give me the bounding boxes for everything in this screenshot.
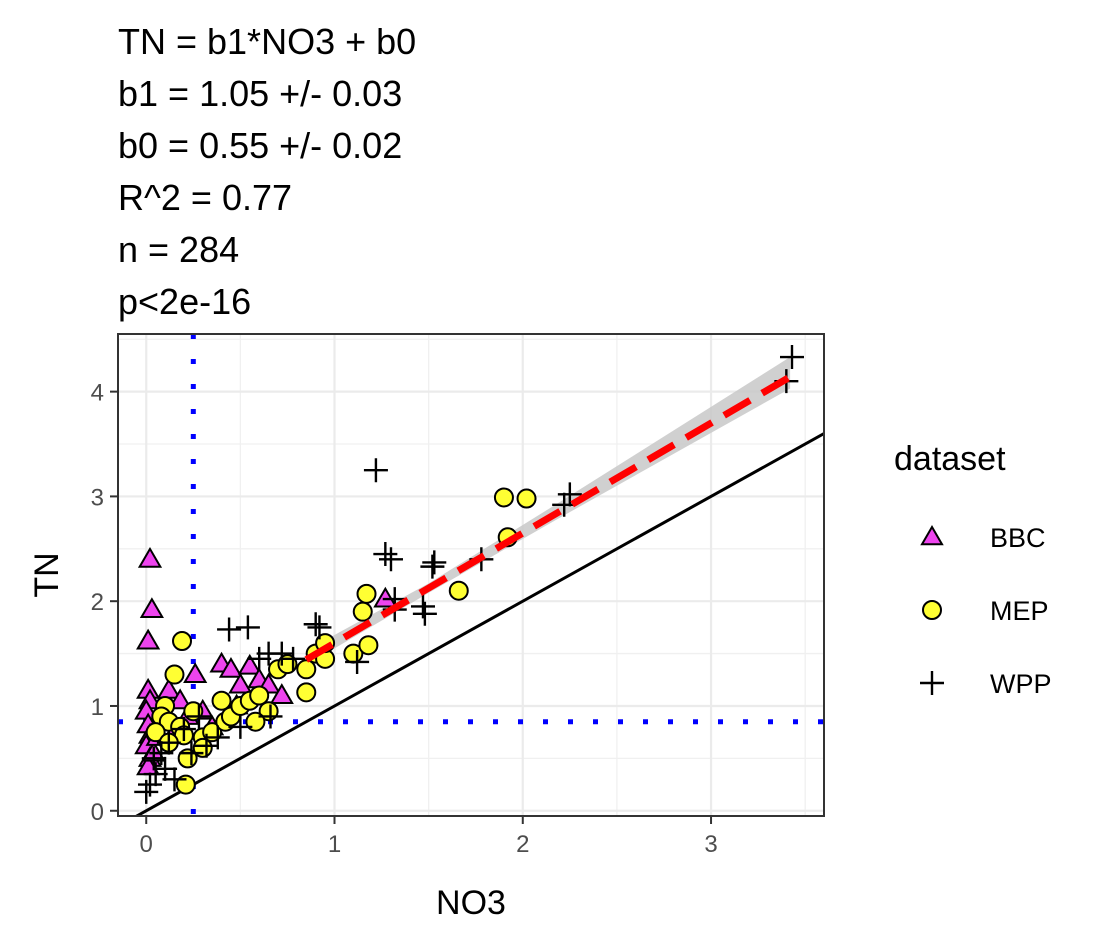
wpp-point-30 bbox=[557, 482, 582, 507]
plot-panel bbox=[117, 333, 825, 817]
mep-point-34 bbox=[211, 690, 232, 711]
wpp-point-27 bbox=[422, 550, 447, 575]
legend-item-bbc: BBC bbox=[920, 523, 1046, 553]
annotation-line-0: TN = b1*NO3 + b0 bbox=[118, 21, 416, 62]
legend: dataset BBC MEP WPP bbox=[894, 440, 1052, 699]
wpp-point-37 bbox=[162, 767, 187, 792]
regression-annotation: TN = b1*NO3 + b0 b1 = 1.05 +/- 0.03 b0 = 0… bbox=[118, 21, 416, 322]
y-axis-title: TN bbox=[28, 552, 66, 597]
wpp-point-7 bbox=[186, 704, 211, 729]
x-axis-title: NO3 bbox=[436, 884, 506, 922]
legend-label-wpp: WPP bbox=[990, 669, 1052, 699]
mep-point-26 bbox=[356, 583, 377, 604]
x-tick-label: 3 bbox=[704, 831, 717, 858]
wpp-point-36 bbox=[153, 756, 178, 781]
x-tick-label: 2 bbox=[516, 831, 529, 858]
legend-item-mep: MEP bbox=[922, 596, 1049, 626]
bbc-point-20 bbox=[228, 672, 253, 694]
mep-point-32 bbox=[145, 722, 166, 743]
mep-point-0 bbox=[172, 631, 193, 652]
y-tick-label: 3 bbox=[91, 484, 104, 511]
wpp-point-17 bbox=[307, 615, 332, 640]
bbc-point-2 bbox=[136, 628, 161, 650]
bbc-point-21 bbox=[237, 653, 262, 675]
axes: 0 1 2 3 0 1 2 3 4 NO3 TN bbox=[28, 380, 718, 922]
wpp-point-20 bbox=[373, 542, 398, 567]
bbc-point-19 bbox=[218, 656, 244, 678]
mep-point-19 bbox=[296, 682, 317, 703]
mep-point-25 bbox=[352, 601, 373, 622]
annotation-line-2: b0 = 0.55 +/- 0.02 bbox=[118, 125, 402, 166]
legend-key-mep bbox=[922, 600, 942, 620]
wpp-point-25 bbox=[412, 601, 437, 626]
wpp-point-6 bbox=[171, 717, 196, 742]
wpp-point-33 bbox=[228, 714, 253, 739]
panel-border bbox=[117, 333, 825, 817]
legend-title: dataset bbox=[894, 440, 1006, 478]
wpp-point-10 bbox=[217, 617, 242, 642]
wpp-point-2 bbox=[143, 762, 168, 787]
wpp-point-15 bbox=[281, 646, 306, 671]
bbc-point-27 bbox=[373, 586, 398, 608]
mep-point-31 bbox=[516, 488, 537, 509]
bbc-point-15 bbox=[168, 688, 193, 710]
legend-key-bbc bbox=[920, 525, 944, 546]
y-tick-label: 2 bbox=[91, 589, 104, 616]
annotation-line-3: R^2 = 0.77 bbox=[118, 177, 292, 218]
y-tick-label: 0 bbox=[91, 799, 104, 826]
mep-point-1 bbox=[164, 664, 185, 685]
wpp-point-19 bbox=[363, 458, 388, 483]
mep-point-15 bbox=[249, 685, 270, 706]
mep-point-29 bbox=[493, 487, 514, 508]
legend-label-mep: MEP bbox=[990, 596, 1049, 626]
annotation-line-5: p<2e-16 bbox=[118, 281, 251, 322]
legend-item-wpp: WPP bbox=[920, 669, 1052, 699]
wpp-point-16 bbox=[303, 612, 328, 637]
series-mep bbox=[145, 487, 537, 795]
wpp-point-12 bbox=[247, 646, 272, 671]
mep-point-28 bbox=[448, 580, 469, 601]
wpp-point-14 bbox=[269, 641, 294, 666]
bbc-point-0 bbox=[137, 546, 163, 568]
x-tick-label: 0 bbox=[140, 831, 153, 858]
x-tick-label: 1 bbox=[328, 831, 341, 858]
y-tick-label: 1 bbox=[91, 694, 104, 721]
legend-label-bbc: BBC bbox=[990, 523, 1046, 553]
wpp-point-34 bbox=[258, 704, 283, 729]
data-layer bbox=[118, 334, 824, 816]
wpp-point-21 bbox=[378, 547, 403, 572]
bbc-point-16 bbox=[183, 662, 208, 683]
wpp-point-32 bbox=[779, 345, 804, 370]
annotation-line-1: b1 = 1.05 +/- 0.03 bbox=[118, 73, 402, 114]
identity-line bbox=[133, 432, 824, 816]
mep-point-27 bbox=[358, 635, 379, 656]
series-wpp bbox=[134, 345, 804, 804]
grid-lines bbox=[118, 334, 824, 816]
fit-line bbox=[304, 373, 792, 663]
wpp-point-18 bbox=[345, 649, 370, 674]
mep-point-20 bbox=[296, 659, 317, 680]
wpp-point-11 bbox=[235, 615, 260, 640]
wpp-point-1 bbox=[138, 772, 163, 797]
bbc-point-24 bbox=[269, 683, 294, 704]
wpp-point-9 bbox=[205, 725, 230, 750]
wpp-point-35 bbox=[179, 741, 204, 766]
wpp-point-26 bbox=[420, 554, 445, 579]
legend-key-wpp bbox=[920, 671, 944, 695]
wpp-point-5 bbox=[156, 730, 181, 755]
annotation-line-4: n = 284 bbox=[118, 229, 239, 270]
y-tick-label: 4 bbox=[91, 380, 104, 407]
bbc-point-1 bbox=[139, 597, 164, 619]
wpp-point-29 bbox=[552, 492, 577, 517]
